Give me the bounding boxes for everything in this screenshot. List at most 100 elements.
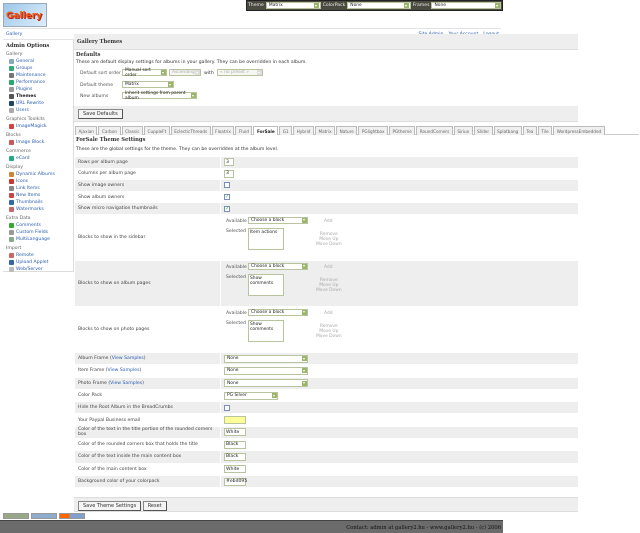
color-of-the-text-inside-the-m-input[interactable]: Black [224, 452, 246, 461]
sidebar-item-imagemagick[interactable]: ImageMagick [6, 123, 70, 130]
sidebar-item-dynamic-albums[interactable]: Dynamic Albums [6, 171, 70, 178]
add-button[interactable]: Add [324, 218, 333, 224]
sidebar-item-image-block[interactable]: Image Block [6, 139, 70, 146]
sidebar-item-thumbnails[interactable]: Thumbnails [6, 199, 70, 206]
show-album-owners-checkbox[interactable]: ✓ [224, 194, 230, 201]
remove-button[interactable]: Remove [319, 277, 338, 283]
rows-per-album-page-input[interactable]: 3 [224, 158, 234, 167]
sidebar-item-groups[interactable]: Groups [6, 65, 70, 72]
tab-roundcorners[interactable]: RoundCorners [416, 126, 453, 135]
tab-pgtheme[interactable]: PGtheme [388, 126, 416, 135]
save-theme-settings-button[interactable]: Save Theme Settings [78, 501, 142, 511]
sidebar-item-icons[interactable]: Icons [6, 178, 70, 185]
block-select[interactable]: Choose a block [248, 262, 308, 270]
sidebar-item-new-items[interactable]: New Items [6, 192, 70, 199]
tab-fluid[interactable]: Fluid [235, 126, 253, 135]
tab-siriux[interactable]: Siriux [453, 126, 473, 135]
selected-blocks-list[interactable]: Item actions [248, 227, 284, 250]
frames-select[interactable]: None [431, 2, 501, 9]
tab-forsale[interactable]: ForSale [253, 126, 279, 135]
sidebar-item-url-rewrite[interactable]: URL Rewrite [6, 100, 70, 107]
sidebar-item-general[interactable]: General [6, 58, 70, 65]
tab-tile[interactable]: Tile [537, 126, 553, 135]
sidebar-item-multilanguage[interactable]: MultiLanguage [6, 236, 70, 243]
sidebar-item-remote[interactable]: Remote [6, 252, 70, 259]
tab-splatbang[interactable]: Splatbang [493, 126, 522, 135]
tab-eclecticthreads[interactable]: EclecticThreads [170, 126, 211, 135]
sidebar-item-web-server[interactable]: Web/Server [6, 266, 70, 273]
remove-button[interactable]: Remove [319, 231, 338, 237]
colorpack-select[interactable]: None [347, 2, 411, 9]
sidebar-item-themes[interactable]: Themes [6, 93, 70, 100]
move-up-button[interactable]: Move Up [319, 236, 339, 242]
album-frame-select[interactable]: None [224, 354, 308, 363]
tab-pglightbox[interactable]: PGlightbox [358, 126, 388, 135]
color-of-the-text-in-the-title-input[interactable]: White [224, 428, 246, 437]
block-actions: Remove Move Up Move Down [316, 232, 342, 247]
default-theme-select[interactable]: Matrix [122, 81, 174, 88]
tab-g1[interactable]: G1 [279, 126, 293, 135]
color-of-the-main-content-box-input[interactable]: White [224, 465, 246, 474]
reset-button[interactable]: Reset [142, 501, 167, 511]
tab-hybrid[interactable]: Hybrid [293, 126, 314, 135]
sidebar-item-custom-fields[interactable]: Custom Fields [6, 229, 70, 236]
show-image-owners-checkbox[interactable] [224, 182, 230, 189]
tab-cuppleft[interactable]: CuppleFt [144, 126, 170, 135]
tab-slider[interactable]: Slider [473, 126, 493, 135]
your-paypal-business-email-input[interactable] [224, 416, 246, 425]
remove-button[interactable]: Remove [319, 323, 338, 329]
move-up-button[interactable]: Move Up [319, 328, 339, 334]
save-defaults-button[interactable]: Save Defaults [78, 109, 123, 119]
gallery-logo[interactable]: Gallery [3, 3, 47, 27]
columns-per-album-page-input[interactable]: 3 [224, 169, 234, 178]
sidebar-item-ecard[interactable]: eCard [6, 155, 70, 162]
hide-the-root-album-in-the-bre-checkbox[interactable] [224, 404, 230, 411]
add-button[interactable]: Add [324, 310, 333, 316]
sidebar-item-maintenance[interactable]: Maintenance [6, 72, 70, 79]
sidebar-item-performance[interactable]: Performance [6, 79, 70, 86]
tab-matrix[interactable]: Matrix [314, 126, 336, 135]
new-albums-select[interactable]: Inherit settings from parent album [122, 91, 197, 101]
sidebar-item-comments[interactable]: Comments [6, 222, 70, 229]
tab-ajaxian[interactable]: Ajaxian [75, 126, 98, 135]
move-down-button[interactable]: Move Down [316, 241, 342, 247]
sidebar-item-upload-applet[interactable]: Upload Applet [6, 259, 70, 266]
view-samples-link[interactable]: View Samples [110, 380, 143, 386]
selected-blocks-list[interactable]: Show comments [248, 319, 284, 342]
rss-badge[interactable] [59, 513, 85, 519]
item-frame-select[interactable]: None [224, 366, 308, 375]
tab-classic[interactable]: Classic [121, 126, 144, 135]
php-badge[interactable] [31, 513, 57, 519]
tab-nature[interactable]: Nature [336, 126, 358, 135]
selected-blocks-list[interactable]: Show comments [248, 273, 284, 296]
sidebar-item-users[interactable]: Users [6, 107, 70, 114]
sort-order-select[interactable]: Manual sort order [122, 68, 167, 78]
color-of-the-rounded-corners-b-input[interactable]: Black [224, 440, 246, 449]
sidebar-item-watermarks[interactable]: Watermarks [6, 206, 70, 213]
block-select[interactable]: Choose a block [248, 308, 308, 316]
color-pack-select[interactable]: PG Silver [224, 391, 278, 400]
tab-wordpressembedded[interactable]: WordpressEmbedded [553, 126, 605, 135]
background-color-of-your-color-input[interactable]: #ebd095 [224, 477, 248, 486]
move-up-button[interactable]: Move Up [319, 282, 339, 288]
theme-select[interactable]: Matrix [265, 2, 321, 9]
block-select[interactable]: Choose a block [248, 216, 308, 224]
sort-direction-select[interactable]: Ascending [169, 69, 201, 76]
gallery-badge[interactable] [3, 513, 29, 519]
view-samples-link[interactable]: View Samples [107, 368, 140, 374]
setting-row: Color Pack PG Silver [75, 389, 578, 403]
block-actions: Remove Move Up Move Down [316, 278, 342, 293]
photo-frame-select[interactable]: None [224, 379, 308, 388]
tab-tea[interactable]: Tea [522, 126, 537, 135]
sidebar-item-plugins[interactable]: Plugins [6, 86, 70, 93]
sidebar-item-link-items[interactable]: Link Items [6, 185, 70, 192]
tab-carbon[interactable]: Carbon [98, 126, 121, 135]
breadcrumb-gallery-link[interactable]: Gallery [6, 32, 23, 37]
move-down-button[interactable]: Move Down [316, 333, 342, 339]
view-samples-link[interactable]: View Samples [111, 356, 144, 362]
add-button[interactable]: Add [324, 264, 333, 270]
preset-select[interactable]: « no preset » [217, 69, 263, 76]
tab-floatrix[interactable]: Floatrix [211, 126, 235, 135]
show-micro-navigation-thumbnai-checkbox[interactable]: ✓ [224, 205, 230, 212]
move-down-button[interactable]: Move Down [316, 287, 342, 293]
